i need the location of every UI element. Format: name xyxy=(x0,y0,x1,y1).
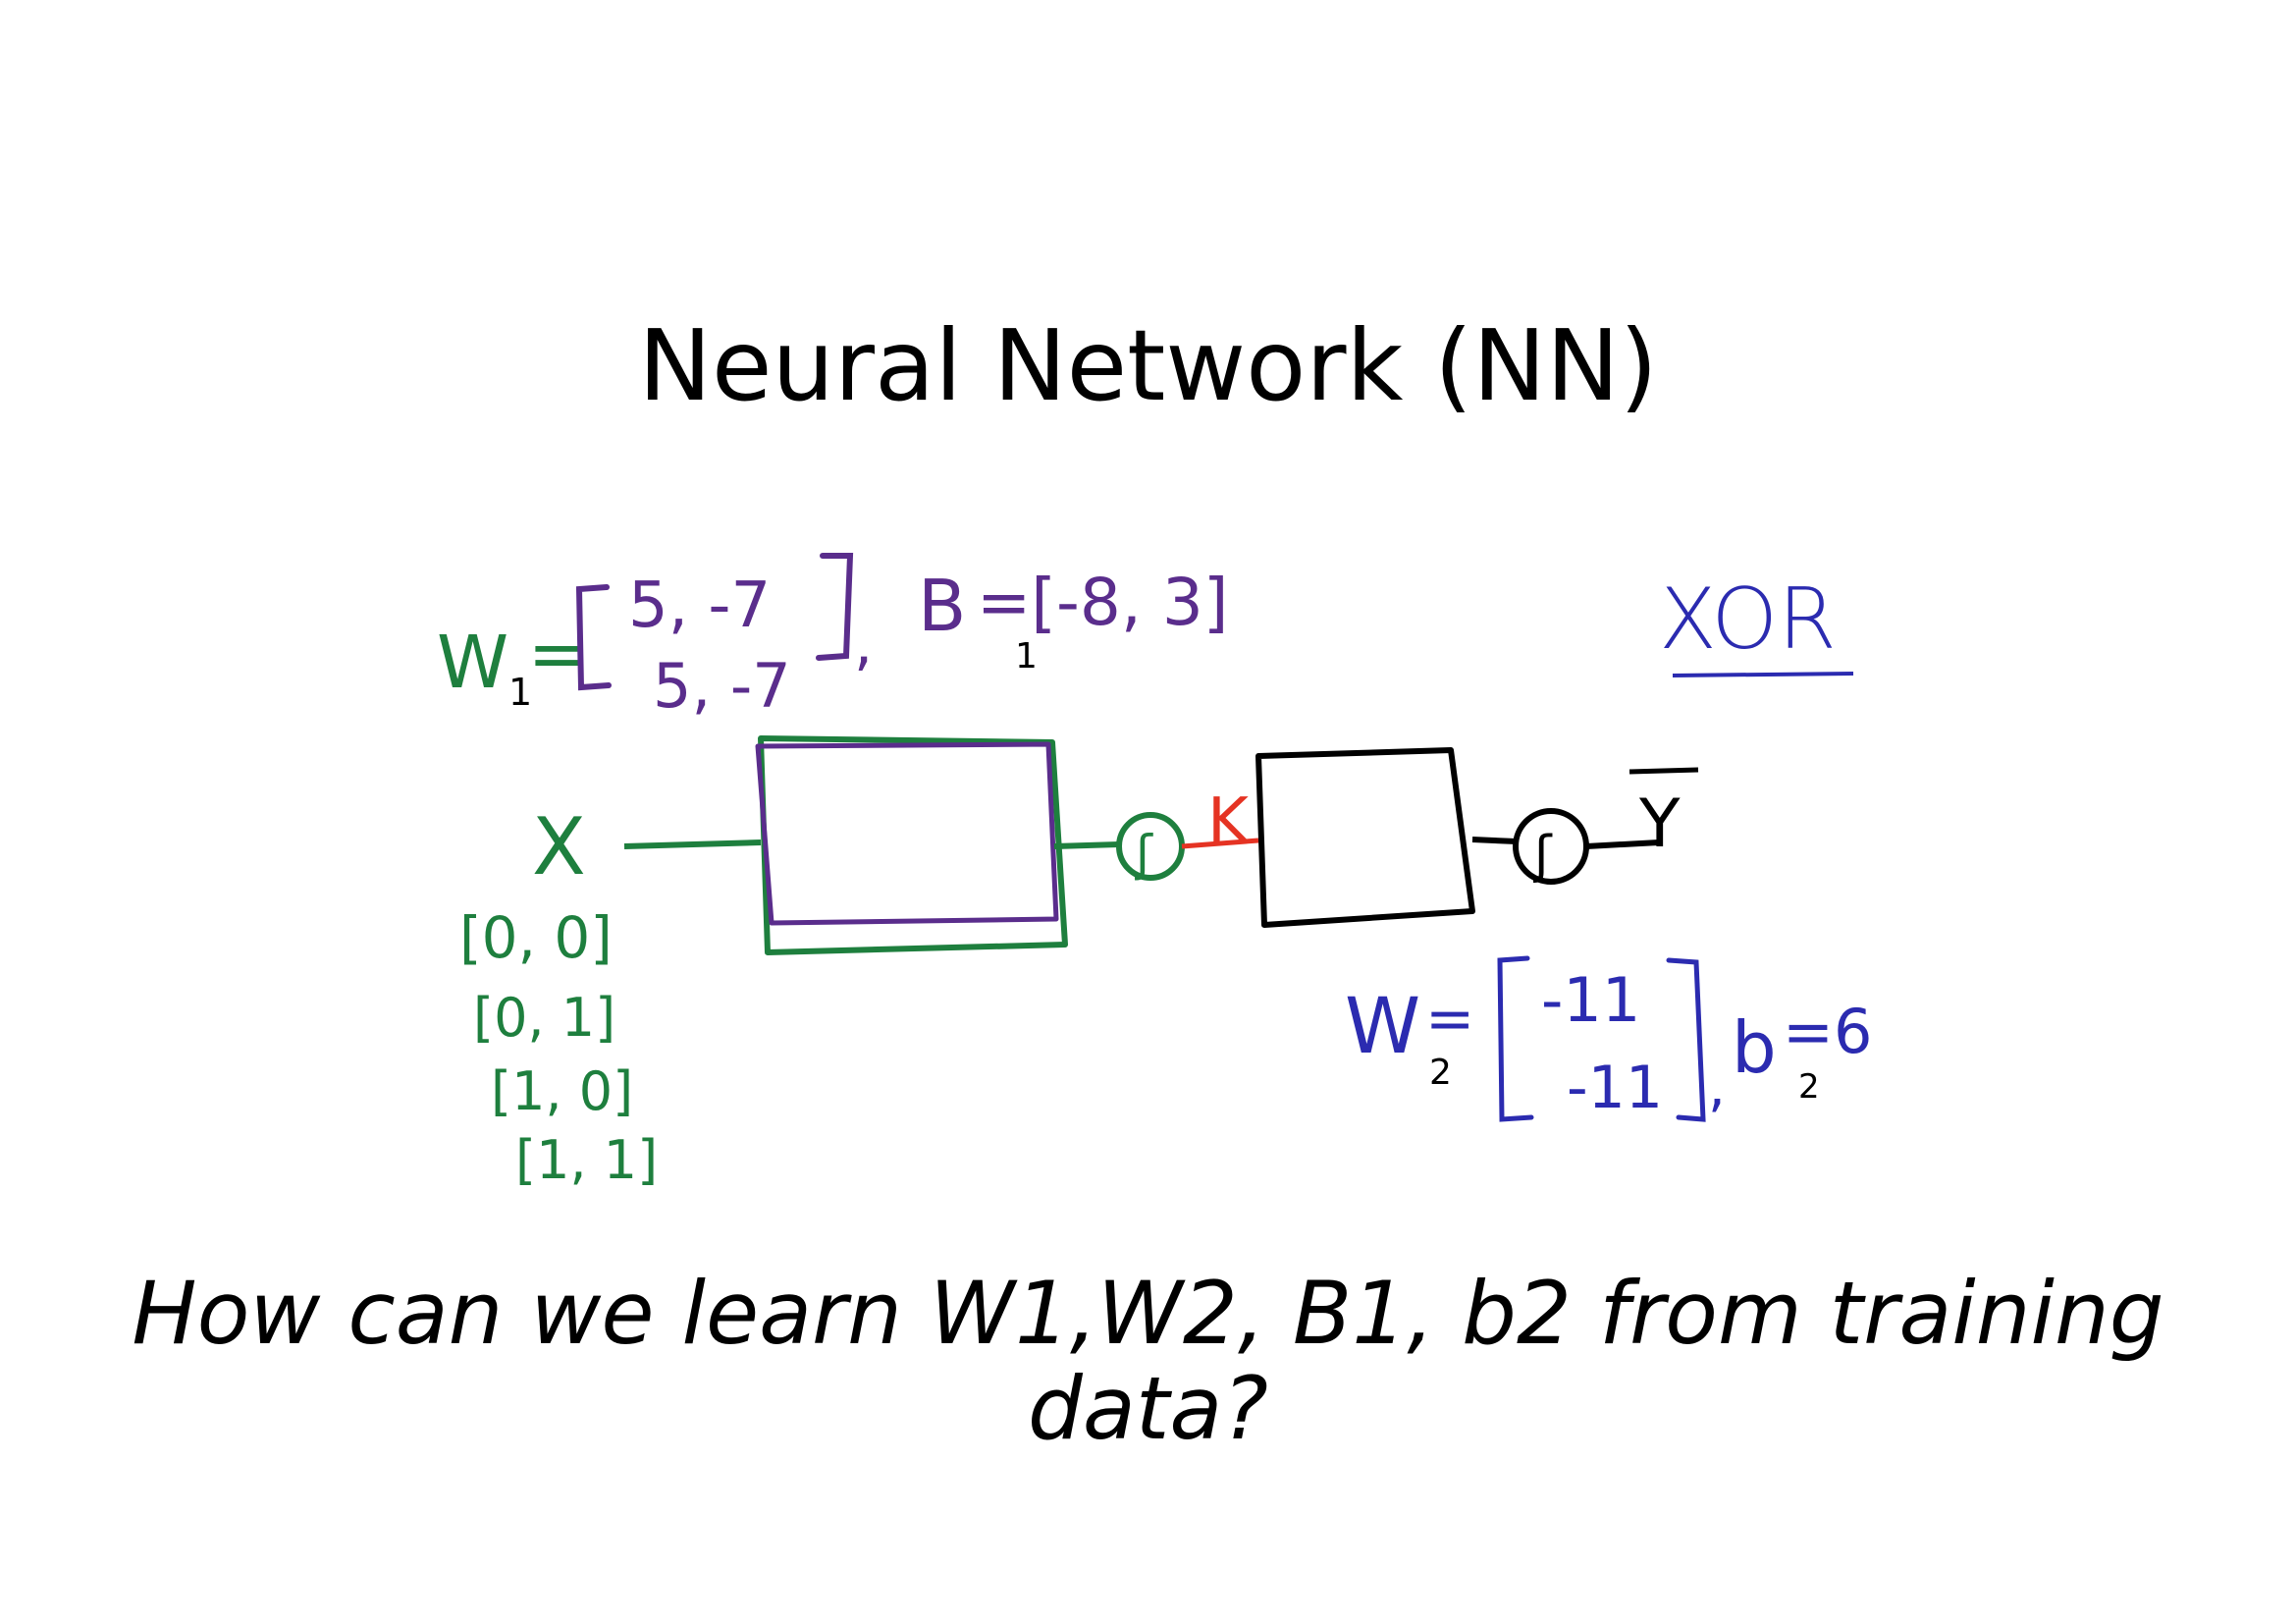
output-layer-box xyxy=(1255,747,1475,928)
input-row-2: [0, 1] xyxy=(473,987,615,1049)
w1-left-bracket xyxy=(575,584,612,691)
input-row-4: [1, 1] xyxy=(515,1129,658,1191)
b1-value: =[-8, 3] xyxy=(977,565,1229,640)
hidden-to-sigmoid-line xyxy=(1053,841,1120,849)
hidden-sigmoid-icon: ʃ xyxy=(1135,825,1153,882)
output-label: Y xyxy=(1638,785,1681,863)
activation-label: K xyxy=(1207,785,1251,858)
w1-label: W xyxy=(437,621,508,705)
output-to-sigmoid-line xyxy=(1471,837,1518,844)
w1-comma: , xyxy=(854,610,873,678)
w2-subscript: 2 xyxy=(1429,1053,1452,1093)
w1-row-2: 5, -7 xyxy=(653,650,791,722)
b2-value: =6 xyxy=(1783,996,1872,1067)
slide-question: How can we learn W1,W2, B1, b2 from trai… xyxy=(132,1263,2164,1459)
slide-title: Neural Network (NN) xyxy=(638,308,1658,423)
input-row-1: [0, 0] xyxy=(459,904,613,971)
w2-label: W xyxy=(1345,983,1420,1071)
output-sigmoid-icon: ʃ xyxy=(1533,826,1553,885)
x-to-hidden-line xyxy=(623,839,762,849)
input-row-3: [1, 0] xyxy=(491,1060,633,1122)
w1-right-bracket xyxy=(816,553,854,661)
sigmoid-to-output-line xyxy=(1181,838,1259,849)
x-input-label: X xyxy=(532,801,586,893)
b1-label: B xyxy=(918,565,966,647)
xor-underline xyxy=(1672,672,1854,677)
b2-label: b xyxy=(1732,1006,1777,1089)
w2-row-1: -11 xyxy=(1541,964,1640,1036)
w1-equals: = xyxy=(528,614,586,694)
w2-row-2: -11 xyxy=(1567,1054,1663,1122)
hidden-layer-box-overlay xyxy=(755,741,1059,926)
hidden-layer-box xyxy=(758,735,1068,955)
b2-subscript: 2 xyxy=(1798,1067,1820,1107)
xor-label: XOR xyxy=(1659,570,1837,669)
w2-comma: , xyxy=(1708,1056,1726,1119)
b1-subscript: 1 xyxy=(1015,636,1038,677)
output-bar xyxy=(1629,767,1699,775)
sigmoid-to-y-line xyxy=(1585,839,1660,849)
w1-row-1: 5, -7 xyxy=(628,569,771,642)
w2-equals: = xyxy=(1425,985,1474,1054)
w2-left-bracket xyxy=(1497,955,1534,1122)
w2-right-bracket xyxy=(1666,957,1706,1122)
w1-subscript: 1 xyxy=(508,671,532,714)
